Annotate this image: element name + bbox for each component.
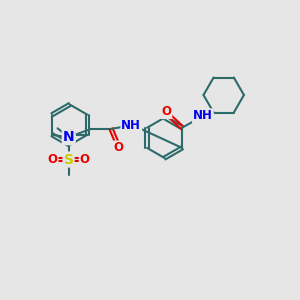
Text: NH: NH — [193, 109, 213, 122]
Text: O: O — [80, 153, 90, 166]
Text: O: O — [65, 128, 75, 141]
Text: N: N — [63, 130, 74, 144]
Text: S: S — [64, 152, 74, 167]
Text: O: O — [161, 105, 171, 118]
Text: O: O — [47, 153, 58, 166]
Text: NH: NH — [122, 119, 141, 132]
Text: O: O — [114, 141, 124, 154]
